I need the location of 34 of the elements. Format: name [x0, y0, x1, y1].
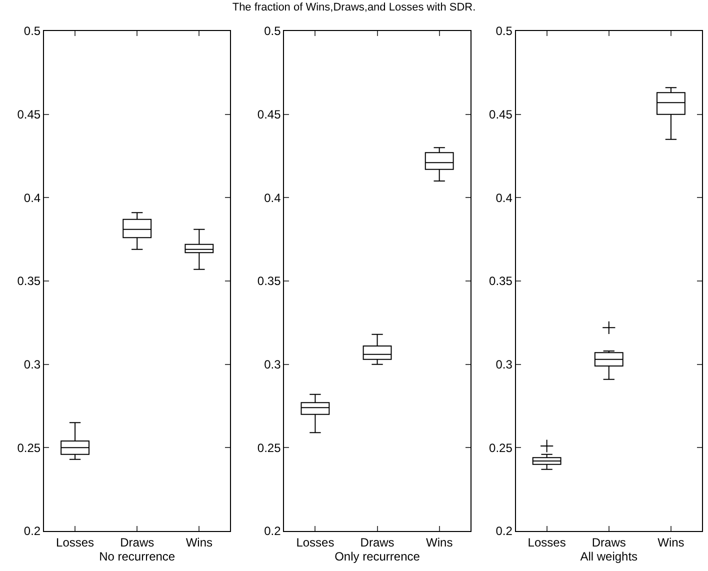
- x-axis-title: All weights: [580, 549, 638, 564]
- x-tick-label: Losses: [296, 535, 334, 550]
- y-tick-label: 0.35: [489, 274, 513, 288]
- y-tick-label: 0.25: [489, 440, 513, 455]
- x-tick-label: Wins: [658, 535, 684, 550]
- y-tick-label: 0.5: [24, 24, 41, 38]
- x-tick-label: Draws: [592, 535, 626, 550]
- y-tick-label: 0.35: [257, 274, 282, 288]
- y-tick-label: 0.4: [496, 190, 513, 205]
- y-tick-label: 0.2: [24, 524, 41, 538]
- x-axis-title: No recurrence: [99, 549, 176, 564]
- x-tick-label: Draws: [360, 535, 394, 550]
- y-tick-label: 0.25: [17, 440, 41, 455]
- y-tick-label: 0.3: [24, 358, 41, 372]
- y-tick-label: 0.5: [264, 24, 282, 38]
- y-tick-label: 0.35: [17, 274, 41, 288]
- x-tick-label: Draws: [120, 535, 154, 550]
- y-tick-label: 0.2: [264, 524, 282, 538]
- y-tick-label: 0.4: [24, 190, 41, 205]
- x-tick-label: Losses: [56, 535, 94, 550]
- y-tick-label: 0.5: [496, 24, 513, 38]
- x-tick-label: Wins: [186, 535, 213, 550]
- y-tick-label: 0.2: [496, 524, 513, 538]
- chart-title: The fraction of Wins,Draws,and Losses with SDR.: [232, 2, 476, 14]
- x-tick-label: Wins: [426, 535, 453, 550]
- y-tick-label: 0.45: [17, 108, 41, 122]
- y-tick-label: 0.45: [489, 108, 513, 122]
- x-tick-label: Losses: [528, 535, 566, 550]
- x-axis-title: Only recurrence: [334, 549, 420, 564]
- y-tick-label: 0.3: [496, 358, 513, 372]
- y-tick-label: 0.4: [264, 190, 282, 205]
- y-tick-label: 0.45: [257, 108, 282, 122]
- y-tick-label: 0.25: [257, 440, 282, 455]
- y-tick-label: 0.3: [264, 358, 282, 372]
